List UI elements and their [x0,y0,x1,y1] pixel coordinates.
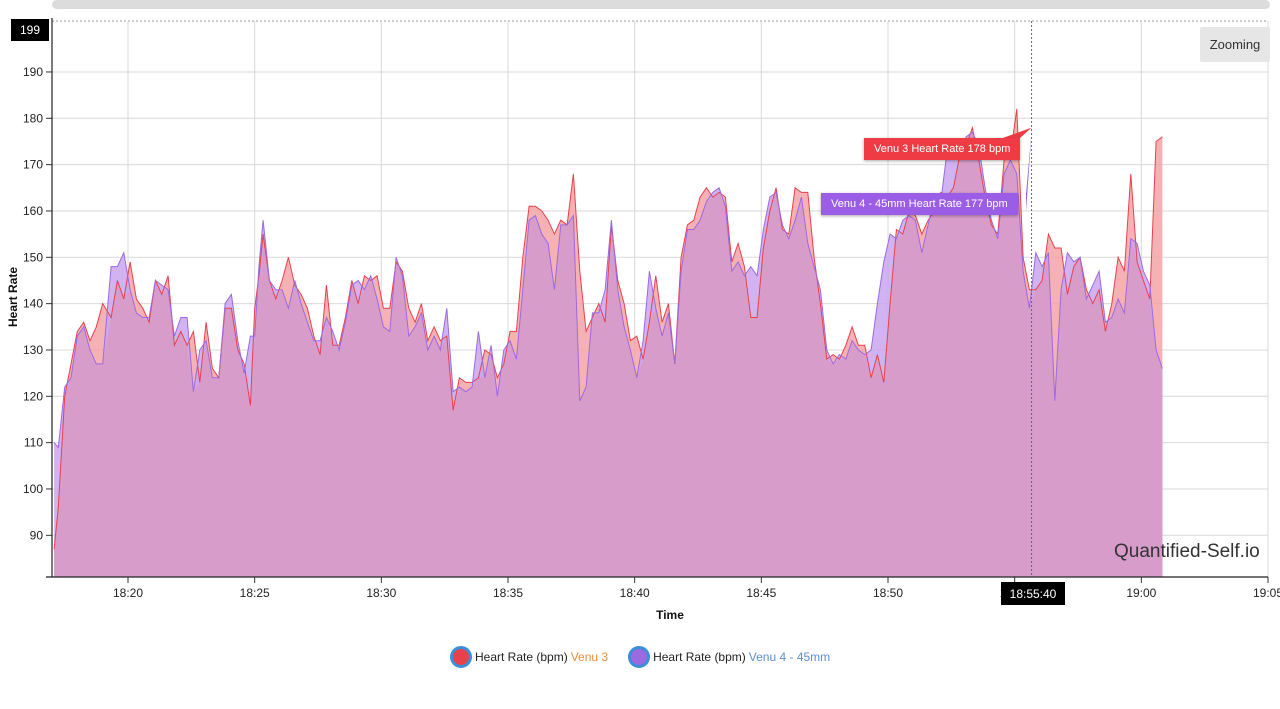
legend-swatch-venu-3 [450,646,472,668]
y-tick-label: 140 [23,297,43,311]
y-tick-label: 170 [23,158,43,172]
x-tick-label: 18:40 [620,586,650,600]
legend: Heart Rate (bpm) Venu 3 Heart Rate (bpm)… [450,645,830,669]
horizontal-scrollbar[interactable] [52,0,1270,9]
y-tick-label: 120 [23,389,43,403]
x-tick-label: 18:50 [873,586,903,600]
x-tick-label: 18:35 [493,586,523,600]
watermark: Quantified-Self.io [1114,541,1260,562]
legend-item-venu-3[interactable]: Heart Rate (bpm) Venu 3 [450,646,608,668]
legend-device-label: Venu 3 [570,650,609,664]
x-tick-label: 18:20 [113,586,143,600]
x-tick-label: 18:45 [746,586,776,600]
legend-item-venu-4[interactable]: Heart Rate (bpm) Venu 4 - 45mm [628,646,830,668]
y-tick-label: 190 [23,65,43,79]
y-max-marker: 199 [11,19,49,41]
y-tick-label: 100 [23,482,43,496]
series-areas [53,108,1163,577]
legend-metric-label: Heart Rate (bpm) [475,650,568,664]
y-tick-label: 180 [23,111,43,125]
cursor-time-label: 18:55:40 [1001,582,1065,605]
y-tick-label: 90 [30,528,44,542]
x-tick-label: 19:05 [1253,586,1280,600]
y-tick-label: 150 [23,250,43,264]
x-tick-label: 18:25 [240,586,270,600]
y-tick-label: 130 [23,343,43,357]
tooltip-venu-4: Venu 4 - 45mm Heart Rate 177 bpm [821,193,1018,215]
zoom-button[interactable]: Zooming [1200,27,1270,62]
tooltip-venu-3: Venu 3 Heart Rate 178 bpm [864,138,1021,160]
y-axis-label: Heart Rate [6,266,20,328]
tooltip-pointer-venu-4 [1026,132,1032,212]
legend-swatch-venu-4 [628,646,651,668]
x-tick-label: 18:30 [366,586,396,600]
legend-metric-label: Heart Rate (bpm) [653,650,746,664]
x-axis-label: Time [656,608,684,622]
series-overlap-area [54,132,1163,577]
y-tick-label: 160 [23,204,43,218]
x-tick-label: 19:00 [1126,586,1156,600]
y-tick-label: 110 [24,436,43,450]
legend-device-label: Venu 4 - 45mm [748,650,831,664]
